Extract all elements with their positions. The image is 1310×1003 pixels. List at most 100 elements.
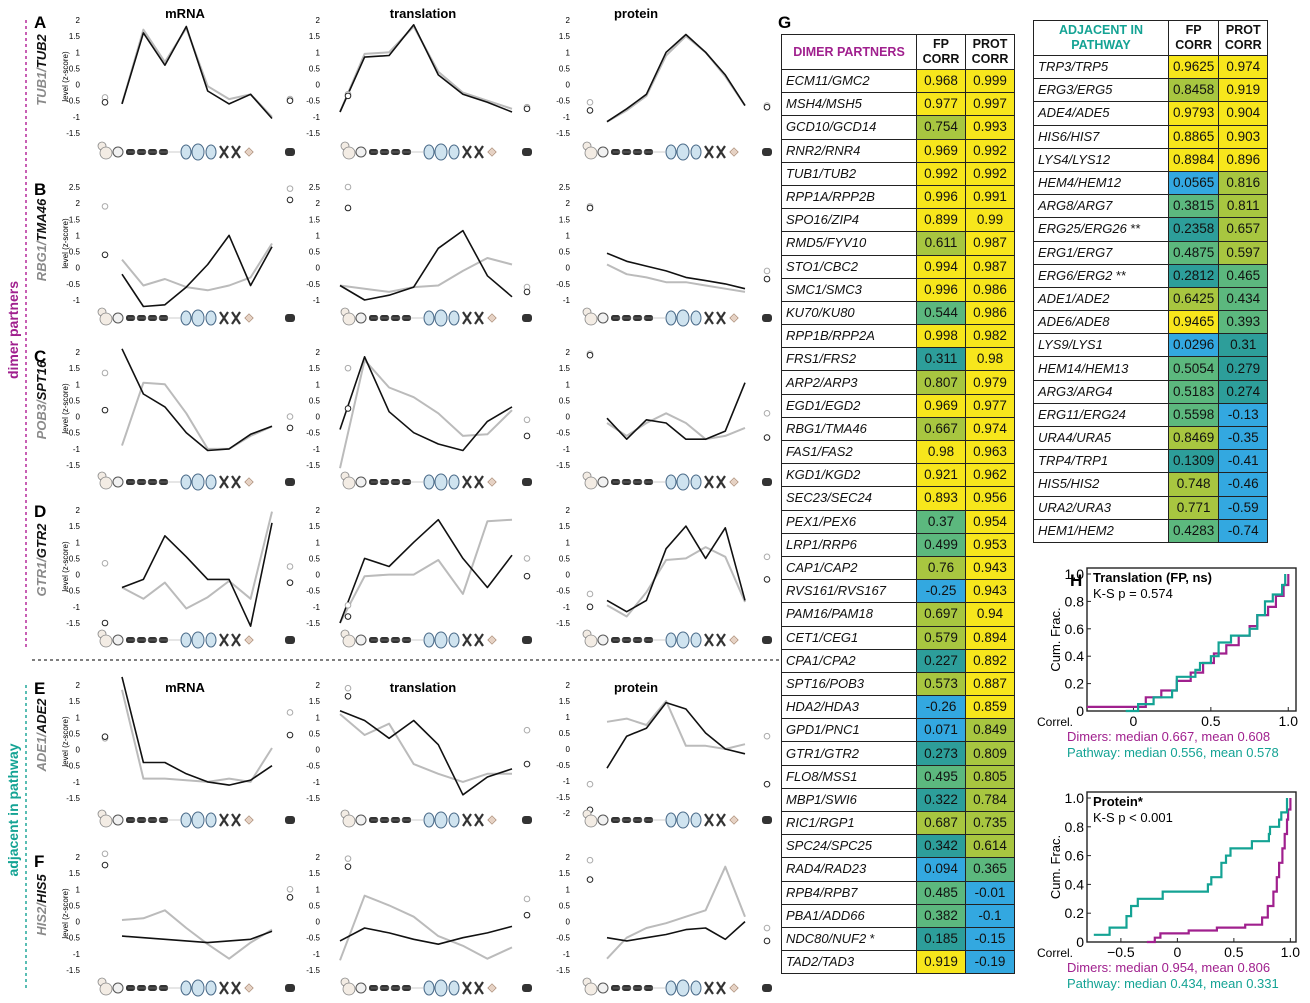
series-line-GTR2 (339, 518, 513, 624)
gene-grey: HIS2 (34, 906, 49, 936)
prot-corr-cell: -0.01 (965, 880, 1015, 905)
y-tick-label: 0.4 (1065, 648, 1085, 664)
edge-point-left-black (101, 406, 109, 414)
y-tick-label: 2 (316, 681, 321, 690)
gene-pair-cell: ARG8/ARG7 (1033, 194, 1169, 219)
stage-icon (462, 475, 472, 489)
stage-icon (191, 473, 205, 491)
fp-corr-cell: 0.8984 (1167, 147, 1220, 172)
y-tick-label: 1.5 (309, 697, 321, 706)
y-tick-label: 0 (76, 264, 81, 273)
gene-pair-cell: ERG1/ERG7 (1033, 240, 1169, 265)
edge-point-right-black (286, 579, 294, 586)
table-row: URA2/URA3 0.771 -0.59 (1033, 495, 1269, 520)
fp-corr-cell: 0.382 (916, 903, 966, 928)
gene-pair-cell: HDA2/HDA3 (781, 695, 917, 720)
stage-icon (423, 310, 435, 326)
cell-icon (584, 814, 598, 828)
stage-icon (474, 475, 484, 489)
gene-pair-cell: RBG1/TMA46 (781, 416, 917, 442)
stage-icon (462, 145, 472, 159)
stage-icon-strip (582, 629, 772, 649)
gene-pair-text: GTR1/GTR2 (786, 745, 859, 761)
gene-pair-a: TUB1/TUB2 (34, 33, 49, 105)
cell-icon (597, 634, 609, 646)
stage-icon (231, 475, 241, 489)
y-tick-label: 2 (76, 853, 81, 862)
y-tick-label: 2 (566, 16, 571, 25)
prot-corr-cell: 0.657 (1218, 217, 1269, 242)
table-row: MBP1/SWI6 0.322 0.784 (781, 787, 1015, 813)
gene-pair-text: URA2/URA3 (1038, 499, 1111, 515)
stage-icon (676, 631, 690, 649)
stage-icon (219, 633, 229, 647)
gene-pair-text: NDC80/NUF2 (786, 931, 867, 947)
cell-icon (355, 146, 367, 158)
fp-corr-cell: 0.893 (916, 486, 966, 511)
cdf-plot-protein: 0 0.2 0.4 0.6 0.8 1.0 −0.5 0 0.5 1.0 Correl. Cum. F… (1037, 790, 1300, 991)
panel-letter-h: H (1070, 571, 1082, 590)
stage-icon (180, 474, 192, 490)
stage-icon (219, 145, 229, 159)
prot-corr-cell: 0.992 (965, 138, 1015, 163)
gene-pair-text: RIC1/RGP1 (786, 815, 855, 831)
table-row: KGD1/KGD2 0.921 0.962 (781, 463, 1015, 488)
prot-corr-cell: 0.896 (1218, 147, 1269, 172)
y-tick-label: 0 (76, 81, 81, 90)
y-tick-label: 2 (76, 348, 81, 357)
gene-black: SPT16 (34, 360, 49, 401)
y-tick-label: -1.5 (66, 461, 80, 470)
cell-icon (584, 634, 598, 648)
y-tick-label: 0.5 (309, 554, 321, 563)
stage-icon (676, 309, 690, 327)
table-row: ERG3/ERG5 0.8458 0.919 (1033, 78, 1269, 103)
gene-pair-text: RNR2/RNR4 (786, 142, 861, 158)
stage-icon (448, 474, 460, 490)
fp-corr-cell: 0.5054 (1167, 356, 1220, 381)
gene-pair-cell: HEM1/HEM2 (1033, 518, 1169, 543)
cell-icon (597, 146, 609, 158)
stage-icon (474, 145, 484, 159)
stage-icon (665, 632, 677, 648)
spore-icon (487, 147, 497, 157)
gene-pair-cell: HIS5/HIS2 (1033, 472, 1169, 497)
stage-icon (665, 980, 677, 996)
stage-icon (762, 816, 772, 824)
table-row: PBA1/ADD66 0.382 -0.1 (781, 903, 1015, 928)
prot-corr-cell: 0.94 (965, 602, 1015, 627)
gene-pair-text: MSH4/MSH5 (786, 96, 862, 112)
table-row: STO1/CBC2 0.994 0.987 (781, 254, 1015, 279)
fp-corr-cell: 0.98 (916, 439, 966, 465)
series-line-ADE1 (339, 713, 512, 783)
fp-corr-header: FP CORR (1167, 20, 1220, 56)
spore-icon (487, 815, 497, 825)
y-tick-label: -0.5 (306, 762, 320, 771)
prot-corr-cell: 0.977 (965, 393, 1015, 418)
gene-pair-text: RBG1/TMA46 (786, 420, 867, 436)
fp-corr-header: FP CORR (916, 34, 966, 70)
stage-icon (474, 981, 484, 995)
ks-statistic: K-S p = 0.574 (1093, 586, 1173, 601)
prot-corr-cell: 0.99 (965, 208, 1015, 233)
table-row: ADE4/ADE5 0.9793 0.904 (1033, 101, 1269, 126)
stage-icon (474, 311, 484, 325)
table-row: SPT16/POB3 0.573 0.887 (781, 671, 1015, 697)
stage-icon (180, 632, 192, 648)
y-tick-label: 0.6 (1065, 621, 1085, 637)
y-tick-label: 0 (76, 918, 81, 927)
gene-sep: / (34, 67, 49, 73)
y-tick-label: 2 (566, 853, 571, 862)
summary-pathway: Pathway: median 0.434, mean 0.331 (1067, 976, 1279, 991)
gene-pair-cell: SPC24/SPC25 (781, 834, 917, 859)
gene-pair-cell: FLO8/MSS1 (781, 764, 917, 789)
stage-icon (704, 311, 714, 325)
fp-corr-cell: 0.544 (916, 300, 966, 326)
fp-corr-cell: 0.3815 (1167, 194, 1220, 219)
y-tick-label: 1 (316, 885, 321, 894)
stage-icon (285, 478, 295, 486)
prot-corr-cell: 0.98 (965, 347, 1015, 372)
y-tick-label: -1.5 (556, 793, 570, 802)
spore-icon (729, 147, 739, 157)
gene-pair-text: HIS6/HIS7 (1038, 128, 1100, 144)
y-tick-label: 0 (76, 746, 81, 755)
